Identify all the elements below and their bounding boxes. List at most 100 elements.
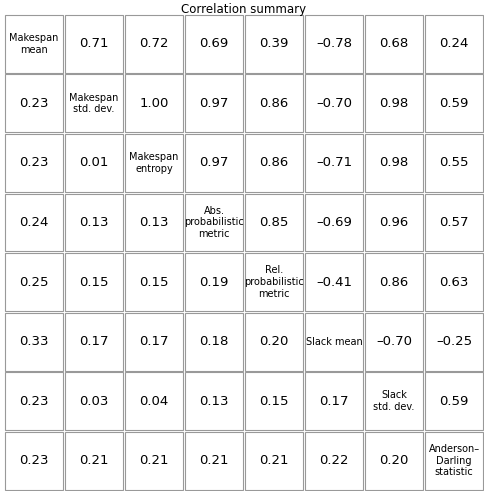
Bar: [125, 372, 183, 430]
Bar: [65, 253, 123, 311]
Text: 0.72: 0.72: [139, 37, 169, 50]
Text: 0.15: 0.15: [259, 395, 289, 408]
Text: 0.24: 0.24: [439, 37, 469, 50]
Text: 0.98: 0.98: [380, 156, 408, 170]
Text: 0.55: 0.55: [439, 156, 469, 170]
Text: Makespan
entropy: Makespan entropy: [129, 152, 179, 174]
Text: Makespan
mean: Makespan mean: [9, 33, 59, 55]
Bar: [185, 74, 243, 132]
Bar: [125, 194, 183, 251]
Bar: [245, 253, 303, 311]
Bar: [185, 253, 243, 311]
Text: 0.21: 0.21: [79, 454, 109, 467]
Text: 0.21: 0.21: [139, 454, 169, 467]
Text: 0.39: 0.39: [259, 37, 289, 50]
Bar: [5, 372, 63, 430]
Text: 0.68: 0.68: [380, 37, 408, 50]
Text: 0.17: 0.17: [79, 335, 109, 348]
Text: 0.20: 0.20: [379, 454, 409, 467]
Bar: [425, 134, 483, 192]
Text: 0.21: 0.21: [259, 454, 289, 467]
Bar: [425, 432, 483, 490]
Bar: [65, 432, 123, 490]
Text: 0.57: 0.57: [439, 216, 469, 229]
Text: Correlation summary: Correlation summary: [182, 3, 306, 16]
Bar: [185, 194, 243, 251]
Bar: [425, 372, 483, 430]
Bar: [125, 253, 183, 311]
Bar: [425, 15, 483, 72]
Bar: [365, 313, 423, 371]
Bar: [365, 15, 423, 72]
Bar: [365, 134, 423, 192]
Text: 0.23: 0.23: [19, 454, 49, 467]
Text: 1.00: 1.00: [139, 97, 169, 110]
Bar: [305, 134, 363, 192]
Bar: [185, 313, 243, 371]
Bar: [365, 372, 423, 430]
Text: 0.85: 0.85: [259, 216, 289, 229]
Text: –0.41: –0.41: [316, 276, 352, 288]
Text: –0.78: –0.78: [316, 37, 352, 50]
Bar: [125, 15, 183, 72]
Bar: [125, 313, 183, 371]
Text: Slack
std. dev.: Slack std. dev.: [373, 390, 415, 412]
Text: 0.97: 0.97: [199, 156, 229, 170]
Bar: [5, 74, 63, 132]
Bar: [185, 432, 243, 490]
Text: Slack mean: Slack mean: [305, 337, 363, 347]
Bar: [305, 372, 363, 430]
Text: 0.97: 0.97: [199, 97, 229, 110]
Text: 0.15: 0.15: [79, 276, 109, 288]
Bar: [245, 74, 303, 132]
Text: Makespan
std. dev.: Makespan std. dev.: [69, 93, 119, 114]
Bar: [5, 253, 63, 311]
Text: 0.33: 0.33: [19, 335, 49, 348]
Text: –0.69: –0.69: [316, 216, 352, 229]
Text: 0.24: 0.24: [19, 216, 49, 229]
Text: 0.13: 0.13: [79, 216, 109, 229]
Bar: [125, 432, 183, 490]
Text: 0.69: 0.69: [200, 37, 228, 50]
Text: 0.23: 0.23: [19, 97, 49, 110]
Text: 0.22: 0.22: [319, 454, 349, 467]
Bar: [5, 313, 63, 371]
Bar: [365, 194, 423, 251]
Bar: [305, 432, 363, 490]
Text: 0.17: 0.17: [319, 395, 349, 408]
Bar: [125, 74, 183, 132]
Text: 0.98: 0.98: [380, 97, 408, 110]
Text: 0.63: 0.63: [439, 276, 469, 288]
Text: 0.86: 0.86: [260, 97, 288, 110]
Text: 0.04: 0.04: [140, 395, 168, 408]
Bar: [365, 432, 423, 490]
Text: Rel.
probabilistic
metric: Rel. probabilistic metric: [244, 265, 304, 299]
Bar: [305, 74, 363, 132]
Bar: [245, 432, 303, 490]
Text: 0.71: 0.71: [79, 37, 109, 50]
Text: 0.21: 0.21: [199, 454, 229, 467]
Bar: [365, 74, 423, 132]
Text: 0.25: 0.25: [19, 276, 49, 288]
Bar: [245, 134, 303, 192]
Text: 0.96: 0.96: [380, 216, 408, 229]
Bar: [245, 15, 303, 72]
Bar: [305, 313, 363, 371]
Bar: [65, 194, 123, 251]
Bar: [425, 253, 483, 311]
Bar: [65, 134, 123, 192]
Bar: [5, 194, 63, 251]
Bar: [185, 134, 243, 192]
Text: 0.01: 0.01: [79, 156, 109, 170]
Text: –0.70: –0.70: [316, 97, 352, 110]
Text: 0.59: 0.59: [439, 97, 469, 110]
Text: 0.03: 0.03: [79, 395, 109, 408]
Bar: [305, 15, 363, 72]
Bar: [185, 15, 243, 72]
Text: –0.25: –0.25: [436, 335, 472, 348]
Text: Anderson–
Darling
statistic: Anderson– Darling statistic: [428, 444, 480, 477]
Text: 0.20: 0.20: [259, 335, 289, 348]
Bar: [5, 134, 63, 192]
Text: 0.15: 0.15: [139, 276, 169, 288]
Text: –0.70: –0.70: [376, 335, 412, 348]
